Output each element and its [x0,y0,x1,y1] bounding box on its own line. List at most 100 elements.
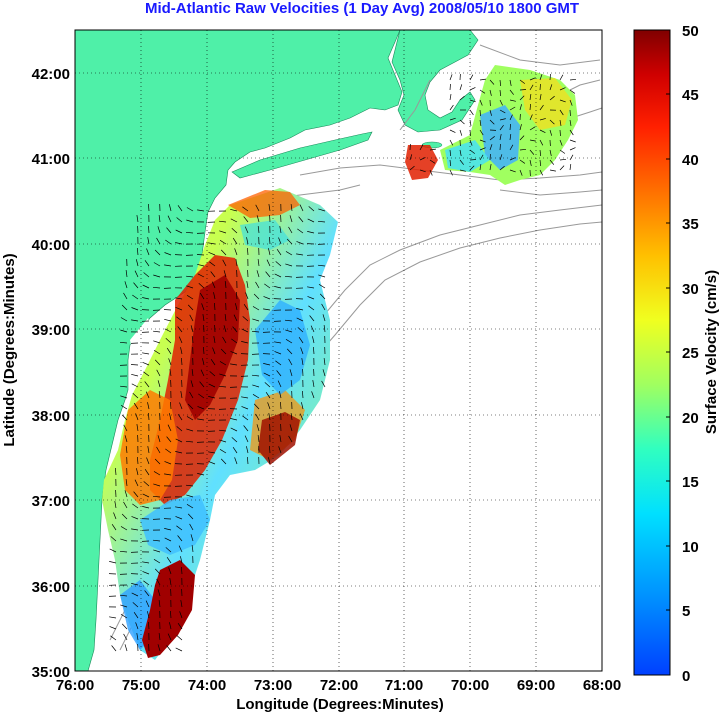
velocity-arrow [539,94,542,101]
velocity-arrow [290,204,293,212]
velocity-arrow [180,347,183,355]
y-tick-label: 35:00 [32,664,70,681]
velocity-arrow [168,567,172,575]
colorbar-tick-labels: 50 45 40 35 30 25 20 15 10 5 0 [682,23,699,685]
velocity-arrow [230,363,238,366]
velocity-arrow [180,600,183,608]
velocity-north-orange [228,190,300,218]
velocity-arrow [185,231,194,234]
velocity-arrow [302,390,304,399]
velocity-arrow [230,218,238,223]
velocity-arrow [241,341,249,344]
velocity-arrow [263,308,271,311]
velocity-arrow [132,294,139,300]
velocity-arrow [164,473,172,476]
velocity-arrow [175,242,183,245]
velocity-arrow [148,203,150,212]
delaware-bay [130,318,152,362]
velocity-arrow [279,226,282,234]
grid-lines [75,30,602,671]
velocity-arrow [144,469,150,476]
velocity-arrow [323,325,326,333]
velocity-arrow [125,479,128,487]
velocity-arrow [499,118,506,121]
velocity-arrow [256,215,260,223]
velocity-arrow [220,458,227,465]
velocity-arrow [489,153,491,161]
velocity-arrow [479,164,482,171]
velocity-arrow [219,373,227,377]
velocity-arrow [230,427,238,432]
velocity-arrow [186,219,194,223]
velocity-arrow [499,154,503,161]
y-tick-label: 36:00 [32,579,70,596]
velocity-arrow [111,524,117,531]
velocity-arrow [190,380,194,388]
y-tick-label: 38:00 [32,408,70,425]
velocity-arrow [255,413,260,421]
velocity-arrow [157,644,161,652]
velocity-arrow [308,206,315,212]
velocity-arrow [268,204,271,212]
velocity-arrow [499,99,503,106]
x-tick-label: 70:00 [451,677,489,694]
velocity-arrow [419,157,426,161]
velocity-arrow [208,396,216,399]
velocity-arrow [167,424,172,432]
velocity-arrow [208,461,216,465]
velocity-arrow [449,117,456,121]
velocity-arrow [120,317,128,322]
velocity-arrow [549,159,555,165]
velocity-arrow [499,143,501,151]
velocity-arrow [208,383,216,388]
velocity-arrow [131,319,139,322]
velocity-arrow [202,314,205,322]
velocity-arrow [489,144,493,151]
velocity-arrow [186,504,194,509]
velocity-arrow [196,254,205,256]
velocity-arrow [539,74,543,81]
velocity-arrow [131,383,139,388]
velocity-arrow [111,645,117,652]
velocity-arrow [469,149,476,154]
velocity-arrow [321,303,326,311]
velocity-arrow [263,372,271,377]
velocity-arrow [211,281,216,289]
velocity-arrows [108,73,577,652]
velocity-arrow [186,285,194,289]
velocity-arrow [519,79,526,84]
velocity-arrow [168,358,172,366]
velocity-arrow [469,139,473,146]
velocity-arrow [241,406,249,410]
velocity-arrow [120,405,128,410]
velocity-arrow [519,104,522,111]
velocity-arrow [197,263,205,267]
velocity-arrow [219,230,227,234]
colorbar-tick-label: 35 [682,216,699,233]
velocity-arrow [509,106,516,111]
velocity-arrow [148,412,150,421]
velocity-arrow [286,238,293,245]
plot-frame [74,29,603,672]
velocity-arrow [178,336,183,344]
velocity-arrow [539,118,546,121]
velocity-arrow [109,626,117,630]
velocity-arrow [156,578,161,586]
velocity-arrow [144,381,150,388]
velocity-arrow [164,328,172,333]
velocity-arrow [177,623,183,630]
velocity-arrow [247,247,249,256]
velocity-arrow [409,154,413,161]
colorbar-tick-label: 15 [682,474,699,491]
velocity-arrow [121,414,128,421]
velocity-arrow [187,304,194,311]
velocity-arrow [147,446,150,454]
velocity-arrow [169,578,172,586]
velocity-arrow [219,240,227,245]
velocity-arrow [123,292,128,300]
velocity-arrow [164,264,172,267]
velocity-arrow [148,225,150,234]
velocity-arrow [143,272,150,278]
velocity-arrow [459,84,463,91]
